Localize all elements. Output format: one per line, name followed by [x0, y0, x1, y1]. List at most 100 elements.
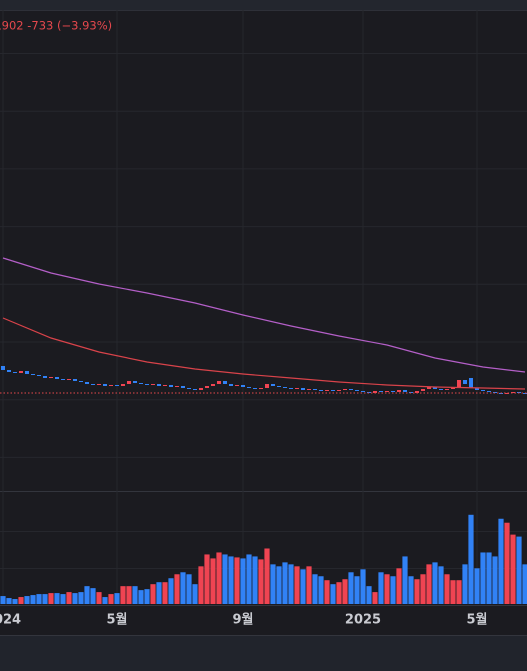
volume-bar — [450, 580, 456, 604]
volume-bar — [462, 564, 468, 604]
candle-body — [253, 388, 257, 389]
candle-body — [49, 377, 53, 378]
volume-bar — [258, 559, 264, 604]
volume-bar — [192, 584, 198, 604]
candle-body — [67, 379, 71, 380]
volume-bar — [276, 566, 282, 604]
x-tick-label: 2025 — [345, 613, 381, 628]
volume-bar — [468, 514, 474, 604]
volume-bar — [18, 597, 24, 604]
candle-body — [355, 390, 359, 391]
volume-bar — [114, 593, 120, 604]
candle-body — [79, 381, 83, 382]
candle-body — [463, 380, 467, 384]
volume-bar — [120, 586, 126, 604]
volume-bar — [408, 576, 414, 604]
candle-body — [265, 384, 269, 388]
volume-bar — [378, 572, 384, 604]
volume-bar — [54, 593, 60, 604]
candle-body — [1, 366, 5, 370]
candle-body — [295, 388, 299, 389]
candle-body — [391, 391, 395, 392]
volume-bar — [402, 556, 408, 604]
candle-body — [277, 386, 281, 387]
volume-bar — [510, 534, 516, 604]
volume-bar — [156, 582, 162, 604]
volume-bar — [372, 592, 378, 604]
candle-body — [445, 389, 449, 390]
candle-body — [325, 390, 329, 391]
volume-bar — [300, 569, 306, 604]
volume-bar — [480, 552, 486, 604]
volume-bar — [186, 574, 192, 604]
volume-bar — [216, 552, 222, 604]
volume-bar — [174, 574, 180, 604]
candle-body — [361, 391, 365, 392]
volume-bar — [414, 579, 420, 604]
volume-bar — [498, 518, 504, 604]
candle-body — [109, 385, 113, 386]
moving-average-line — [2, 257, 526, 373]
volume-bar — [486, 552, 492, 604]
candle-body — [511, 392, 515, 393]
candle-body — [211, 384, 215, 386]
volume-bar — [426, 564, 432, 604]
volume-bar — [90, 588, 96, 604]
candle-body — [169, 385, 173, 387]
candle-body — [61, 379, 65, 380]
volume-bar — [456, 580, 462, 604]
candle-body — [349, 389, 353, 390]
candle-body — [91, 384, 95, 385]
volume-bar — [354, 576, 360, 604]
candle-body — [199, 388, 203, 390]
volume-bar — [288, 564, 294, 604]
volume-bar — [438, 566, 444, 604]
volume-bar — [30, 595, 36, 604]
volume-bar — [306, 566, 312, 604]
volume-bar — [324, 580, 330, 604]
candle-body — [331, 390, 335, 391]
volume-bar — [78, 592, 84, 604]
moving-average-line — [2, 317, 526, 390]
candle-body — [163, 385, 167, 386]
volume-bar — [432, 562, 438, 604]
volume-bar — [246, 554, 252, 604]
volume-bar — [168, 578, 174, 604]
volume-bar — [84, 586, 90, 604]
candle-body — [73, 379, 77, 381]
volume-bar — [516, 536, 522, 604]
volume-bar — [336, 582, 342, 604]
volume-bar — [342, 579, 348, 604]
candle-body — [25, 371, 29, 374]
candle-body — [271, 384, 275, 386]
candle-body — [313, 389, 317, 390]
volume-bar — [264, 548, 270, 604]
volume-bar — [150, 584, 156, 604]
candle-body — [373, 391, 377, 393]
candle-body — [223, 381, 227, 384]
top-bar — [0, 0, 527, 10]
volume-bar — [144, 589, 150, 604]
volume-bar — [222, 554, 228, 604]
volume-bar — [282, 562, 288, 604]
volume-bar — [36, 594, 42, 604]
volume-bar — [270, 564, 276, 604]
candle-body — [457, 380, 461, 387]
x-tick-label: 2024 — [0, 613, 21, 628]
candle-body — [85, 382, 89, 384]
volume-bar — [444, 574, 450, 604]
volume-bar — [252, 556, 258, 604]
volume-bar — [504, 522, 510, 604]
volume-bar — [348, 572, 354, 604]
volume-bar — [132, 586, 138, 604]
candle-body — [241, 385, 245, 387]
volume-bar — [294, 566, 300, 604]
volume-bar — [162, 582, 168, 604]
candle-body — [103, 384, 107, 386]
candle-body — [175, 386, 179, 387]
volume-bar — [108, 594, 114, 604]
candle-body — [151, 384, 155, 385]
candle-body — [121, 384, 125, 386]
